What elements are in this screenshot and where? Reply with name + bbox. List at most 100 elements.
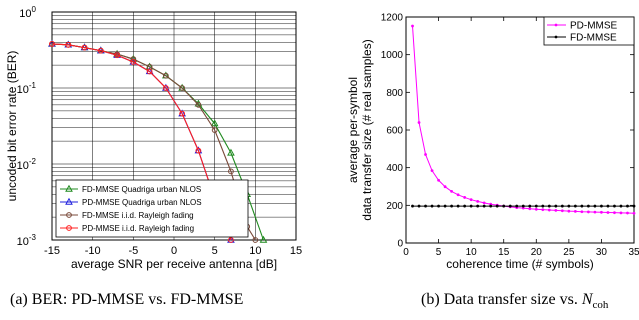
plot-frame — [405, 16, 635, 244]
data-point — [587, 204, 590, 208]
data-point — [515, 204, 519, 208]
x-tick-label: 15 — [290, 245, 302, 257]
data-point — [179, 85, 186, 91]
plot-frame — [51, 11, 297, 241]
x-tick-label: 0 — [403, 247, 409, 258]
x-tick-label: 5 — [436, 247, 442, 258]
data-point — [469, 204, 473, 208]
data-point — [489, 204, 493, 208]
data-point — [508, 204, 512, 208]
data-point — [195, 147, 202, 154]
data-point — [227, 148, 235, 156]
data-point — [554, 204, 558, 208]
data-point — [443, 185, 447, 189]
data-point — [162, 72, 169, 79]
x-axis-label: average SNR per receive antenna [dB] — [71, 257, 277, 271]
legend-box — [55, 179, 249, 238]
data-point — [495, 204, 499, 208]
data-point — [211, 127, 218, 133]
data-point — [430, 204, 434, 208]
data-point — [456, 204, 460, 208]
x-tick-label: 0 — [171, 245, 177, 257]
x-axis-label: coherence time (# symbols) — [446, 257, 593, 271]
data-point — [228, 168, 234, 175]
data-point — [613, 211, 616, 215]
data-point — [554, 209, 558, 212]
x-tick-label: -10 — [85, 245, 101, 257]
data-point — [534, 204, 538, 208]
data-point — [502, 204, 506, 208]
data-point — [417, 204, 421, 208]
ber-chart: -15 -10 -5 0 5 10 15 10-3 10-2 10-1 100 average SNR… — [5, 5, 302, 271]
y-tick-label: 0 — [397, 239, 403, 250]
legend-label: FD-MMSE i.i.d. Rayleigh fading — [82, 211, 194, 220]
legend-label: PD-MMSE — [570, 21, 618, 32]
data-point — [632, 211, 636, 215]
data-point — [541, 204, 545, 208]
data-point — [411, 204, 414, 208]
data-point — [450, 189, 453, 193]
data-point — [528, 207, 532, 211]
data-point — [179, 110, 186, 117]
x-tick-label: 15 — [498, 247, 510, 258]
data-point — [450, 204, 453, 208]
data-point — [626, 204, 629, 208]
data-point — [587, 210, 590, 214]
transfer-size-chart: 0 5 10 15 20 25 30 35 0 200 400 600 800 1000 1200 coher… — [346, 13, 639, 272]
data-point — [97, 47, 104, 54]
data-point — [567, 209, 571, 213]
legend-label: PD-MMSE Quadriga urban NLOS — [82, 198, 202, 207]
data-point — [600, 204, 603, 208]
x-tick-label: 25 — [563, 247, 575, 258]
legend-marker — [66, 225, 72, 231]
data-point — [626, 211, 629, 215]
data-point — [632, 204, 636, 208]
x-tick-label: -15 — [44, 245, 60, 257]
y-tick-label: 200 — [386, 201, 403, 212]
data-point — [528, 204, 532, 208]
data-point — [430, 169, 434, 173]
data-point — [619, 211, 623, 215]
data-point — [469, 198, 473, 202]
data-point — [606, 211, 610, 214]
caption-b-subscript: coh — [592, 299, 609, 312]
caption-b-text: Data transfer size vs. — [443, 291, 578, 308]
data-point — [482, 201, 486, 205]
data-point — [259, 235, 268, 243]
data-point — [547, 204, 551, 208]
data-point — [476, 204, 480, 208]
x-tick-label: 35 — [628, 247, 639, 258]
x-tick-label: 5 — [212, 245, 218, 257]
series-fd-mmse — [411, 204, 636, 208]
legend-label: PD-MMSE i.i.d. Rayleigh fading — [82, 224, 194, 233]
data-point — [437, 204, 440, 208]
x-tick-label: 10 — [249, 245, 261, 257]
data-point — [411, 24, 414, 28]
data-point — [252, 237, 259, 243]
data-point — [162, 85, 169, 91]
data-point — [560, 209, 564, 213]
caption-a-label: (a) — [10, 291, 28, 308]
caption-a-text: BER: PD-MMSE vs. FD-MMSE — [31, 291, 244, 308]
data-point — [456, 193, 460, 197]
legend: FD-MMSE Quadriga urban NLOS PD-MMSE Quadr… — [55, 179, 249, 238]
y-tick-label: 1200 — [381, 13, 404, 24]
caption-b-label: (b) — [421, 291, 440, 308]
data-point — [547, 208, 551, 212]
data-point — [521, 204, 525, 208]
data-point — [534, 207, 538, 211]
legend-marker — [554, 35, 558, 39]
data-point — [593, 210, 597, 214]
data-point — [600, 210, 603, 214]
y-tick-label: 400 — [386, 163, 403, 174]
data-point — [195, 101, 202, 108]
data-point — [521, 206, 525, 210]
data-point — [443, 204, 447, 208]
data-point — [228, 237, 234, 243]
y-tick-label: 10-3 — [17, 233, 37, 248]
data-point — [560, 204, 564, 208]
data-point — [476, 199, 480, 203]
data-point — [424, 153, 427, 156]
